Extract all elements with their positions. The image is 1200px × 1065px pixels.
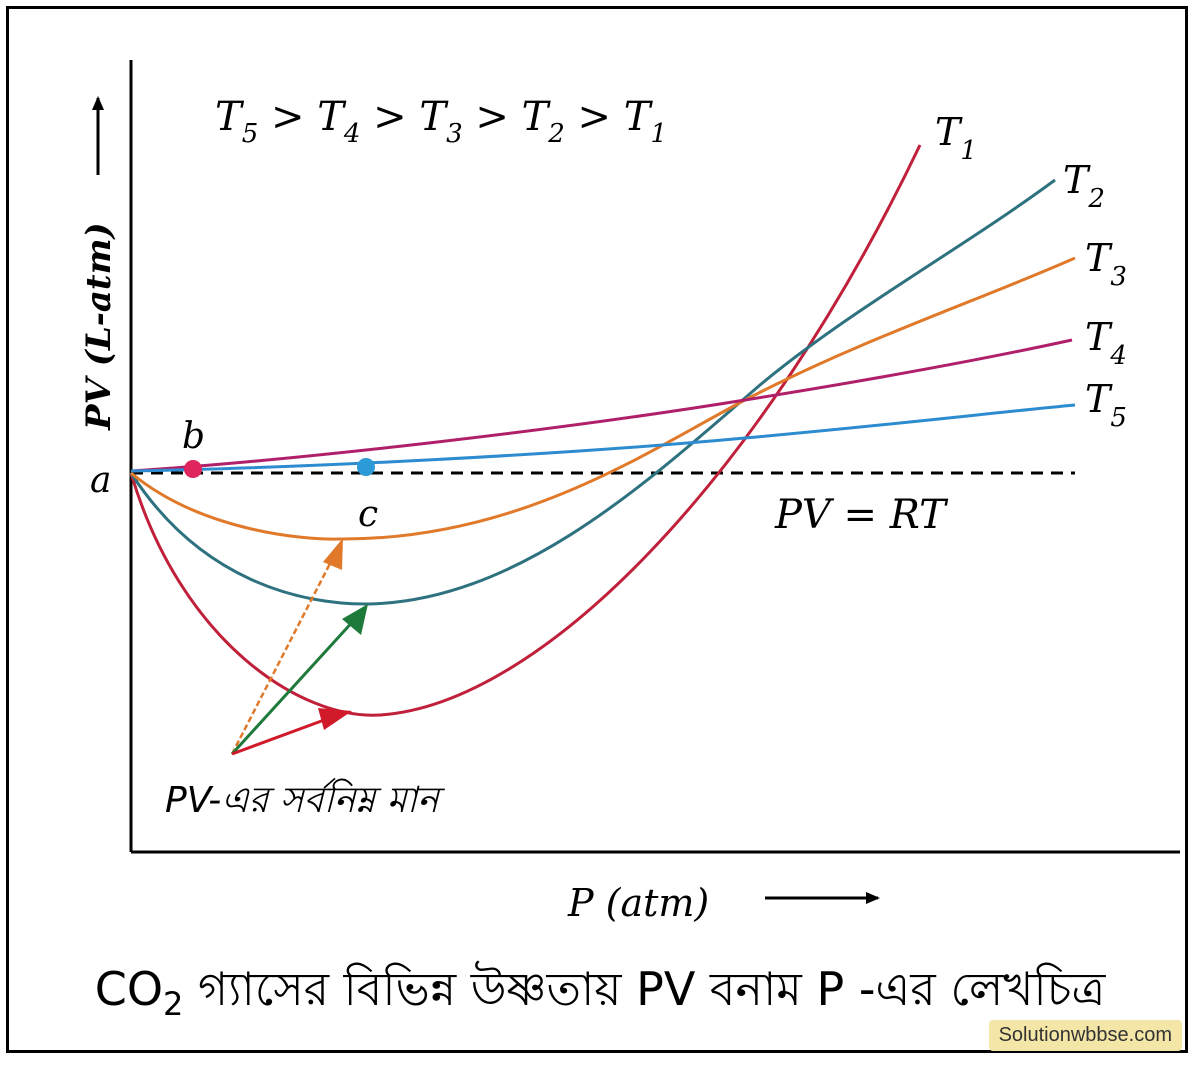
minima-label: PV-এর সর্বনিম্ন মান xyxy=(165,777,445,821)
curve-t3 xyxy=(130,256,1076,541)
order-text-part-4 xyxy=(304,94,317,140)
order-text-part-5: T xyxy=(317,94,347,140)
point-label-c: c xyxy=(358,494,378,535)
y-axis-label: PV (L-atm) xyxy=(79,222,119,431)
order-text-part-2 xyxy=(258,106,271,152)
curve-t4 xyxy=(130,338,1073,473)
order-text-part-19 xyxy=(611,94,624,140)
arrow-to-t3-minimum xyxy=(230,549,339,755)
arrowhead-t3 xyxy=(323,538,343,570)
label-t2-letter: T xyxy=(1063,158,1091,202)
watermark: Solutionwbbse.com xyxy=(988,1020,1182,1051)
label-t3-sub: 3 xyxy=(1110,262,1127,292)
point-label-a: a xyxy=(90,460,111,501)
order-text-part-15: T xyxy=(522,94,552,140)
order-text-part-0: T xyxy=(215,94,245,140)
arrow-to-t2-minimum xyxy=(230,616,358,756)
order-text-part-12 xyxy=(463,106,476,152)
order-text-part-3: > xyxy=(271,94,305,140)
label-t3: T3 xyxy=(1085,236,1127,292)
marker-b xyxy=(184,460,202,478)
label-t2-sub: 2 xyxy=(1087,184,1105,214)
order-text-part-9 xyxy=(407,94,420,140)
arrow-to-t1-minimum xyxy=(231,714,336,756)
order-text-part-6: 4 xyxy=(343,119,361,149)
temperature-order-text: T5 > T4 > T3 > T2 > T1 xyxy=(215,94,667,152)
label-t4-sub: 4 xyxy=(1109,341,1127,371)
caption-prefix: CO xyxy=(94,962,164,1016)
order-text-part-11: 3 xyxy=(446,119,463,149)
caption-subscript: 2 xyxy=(163,985,184,1024)
minima-arrows xyxy=(230,538,368,756)
order-text-part-14 xyxy=(509,94,522,140)
order-text-part-13: > xyxy=(475,94,509,140)
order-text-part-21: 1 xyxy=(650,119,667,149)
order-text-part-10: T xyxy=(419,94,449,140)
label-t2: T2 xyxy=(1063,158,1105,214)
curve-t5 xyxy=(130,403,1076,473)
label-t1: T1 xyxy=(935,110,977,166)
arrowhead-t2 xyxy=(342,604,368,635)
x-axis-label: P (atm) xyxy=(567,881,709,925)
label-t4: T4 xyxy=(1085,315,1127,371)
caption-text: গ্যাসের বিভিন্ন উষ্ণতায় PV বনাম P -এর ল… xyxy=(198,962,1106,1016)
order-text-part-7 xyxy=(360,106,373,152)
label-t5: T5 xyxy=(1085,377,1127,433)
curve-t1 xyxy=(129,144,922,717)
order-text-part-18: > xyxy=(578,94,612,140)
label-t5-sub: 5 xyxy=(1110,403,1127,433)
label-t5-letter: T xyxy=(1085,377,1113,421)
order-text-part-17 xyxy=(565,106,578,152)
order-text-part-16: 2 xyxy=(547,119,565,149)
marker-c xyxy=(357,458,375,476)
order-text-part-1: 5 xyxy=(242,119,259,149)
label-t4-letter: T xyxy=(1085,315,1113,359)
figure-frame xyxy=(6,6,1188,1053)
y-axis-label-group: PV (L-atm) xyxy=(79,96,119,431)
order-text-part-8: > xyxy=(373,94,407,140)
arrowhead-t1 xyxy=(318,708,352,730)
point-label-b: b xyxy=(182,416,205,457)
label-t1-sub: 1 xyxy=(960,136,977,166)
curve-t2 xyxy=(129,178,1056,606)
ideal-gas-label: PV = RT xyxy=(774,492,949,538)
figure-caption: CO2 গ্যাসের বিভিন্ন উষ্ণতায় PV বনাম P -… xyxy=(0,955,1200,1031)
label-t3-letter: T xyxy=(1085,236,1113,280)
label-t1-letter: T xyxy=(935,110,963,154)
order-text-part-20: T xyxy=(624,94,654,140)
